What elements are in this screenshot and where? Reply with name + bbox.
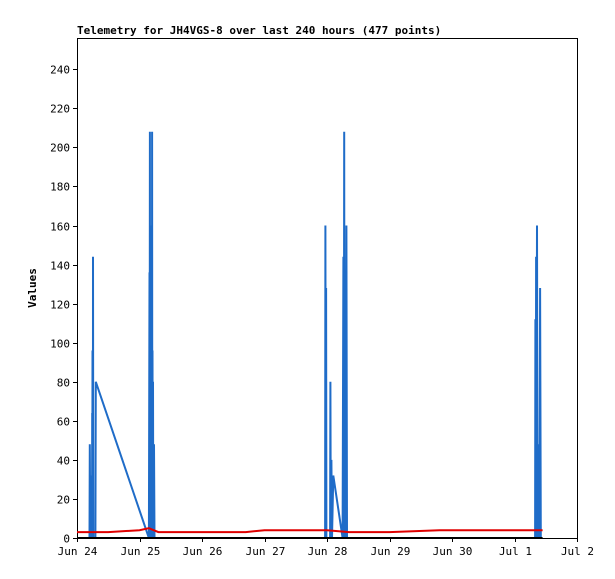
y-tick-label: 140 [50, 260, 70, 273]
x-tick-label: Jun 26 [183, 545, 223, 558]
chart-title: Telemetry for JH4VGS-8 over last 240 hou… [77, 24, 441, 37]
y-tick-label: 240 [50, 64, 70, 77]
x-tick-label: Jun 25 [121, 545, 161, 558]
series-2-line [77, 527, 543, 534]
y-tick-label: 60 [57, 416, 70, 429]
y-tick-label: 20 [57, 494, 70, 507]
x-tick-label: Jun 30 [433, 545, 473, 558]
x-tick-label: Jun 28 [308, 545, 348, 558]
y-tick-label: 180 [50, 181, 70, 194]
y-tick-label: 220 [50, 103, 70, 116]
y-axis: 0 20 40 60 80 100 120 140 160 180 200 220 240 [50, 64, 77, 546]
series-1 [88, 131, 542, 539]
x-tick-label: Jun 24 [58, 545, 98, 558]
series-2 [77, 527, 543, 534]
y-axis-label: Values [26, 268, 39, 308]
x-tick-label: Jul 1 [499, 545, 532, 558]
y-tick-label: 160 [50, 221, 70, 234]
y-tick-label: 0 [63, 533, 70, 546]
x-tick-label: Jul 2 [561, 545, 594, 558]
y-tick-label: 40 [57, 455, 70, 468]
series-1-line [88, 131, 542, 539]
series-layer [77, 131, 543, 539]
y-tick-label: 200 [50, 142, 70, 155]
x-tick-label: Jun 29 [371, 545, 411, 558]
y-tick-label: 120 [50, 299, 70, 312]
x-tick-label: Jun 27 [246, 545, 286, 558]
x-axis: Jun 24 Jun 25 Jun 26 Jun 27 Jun 28 Jun 29 Jun … [58, 538, 594, 558]
y-tick-label: 80 [57, 377, 70, 390]
y-tick-label: 100 [50, 338, 70, 351]
